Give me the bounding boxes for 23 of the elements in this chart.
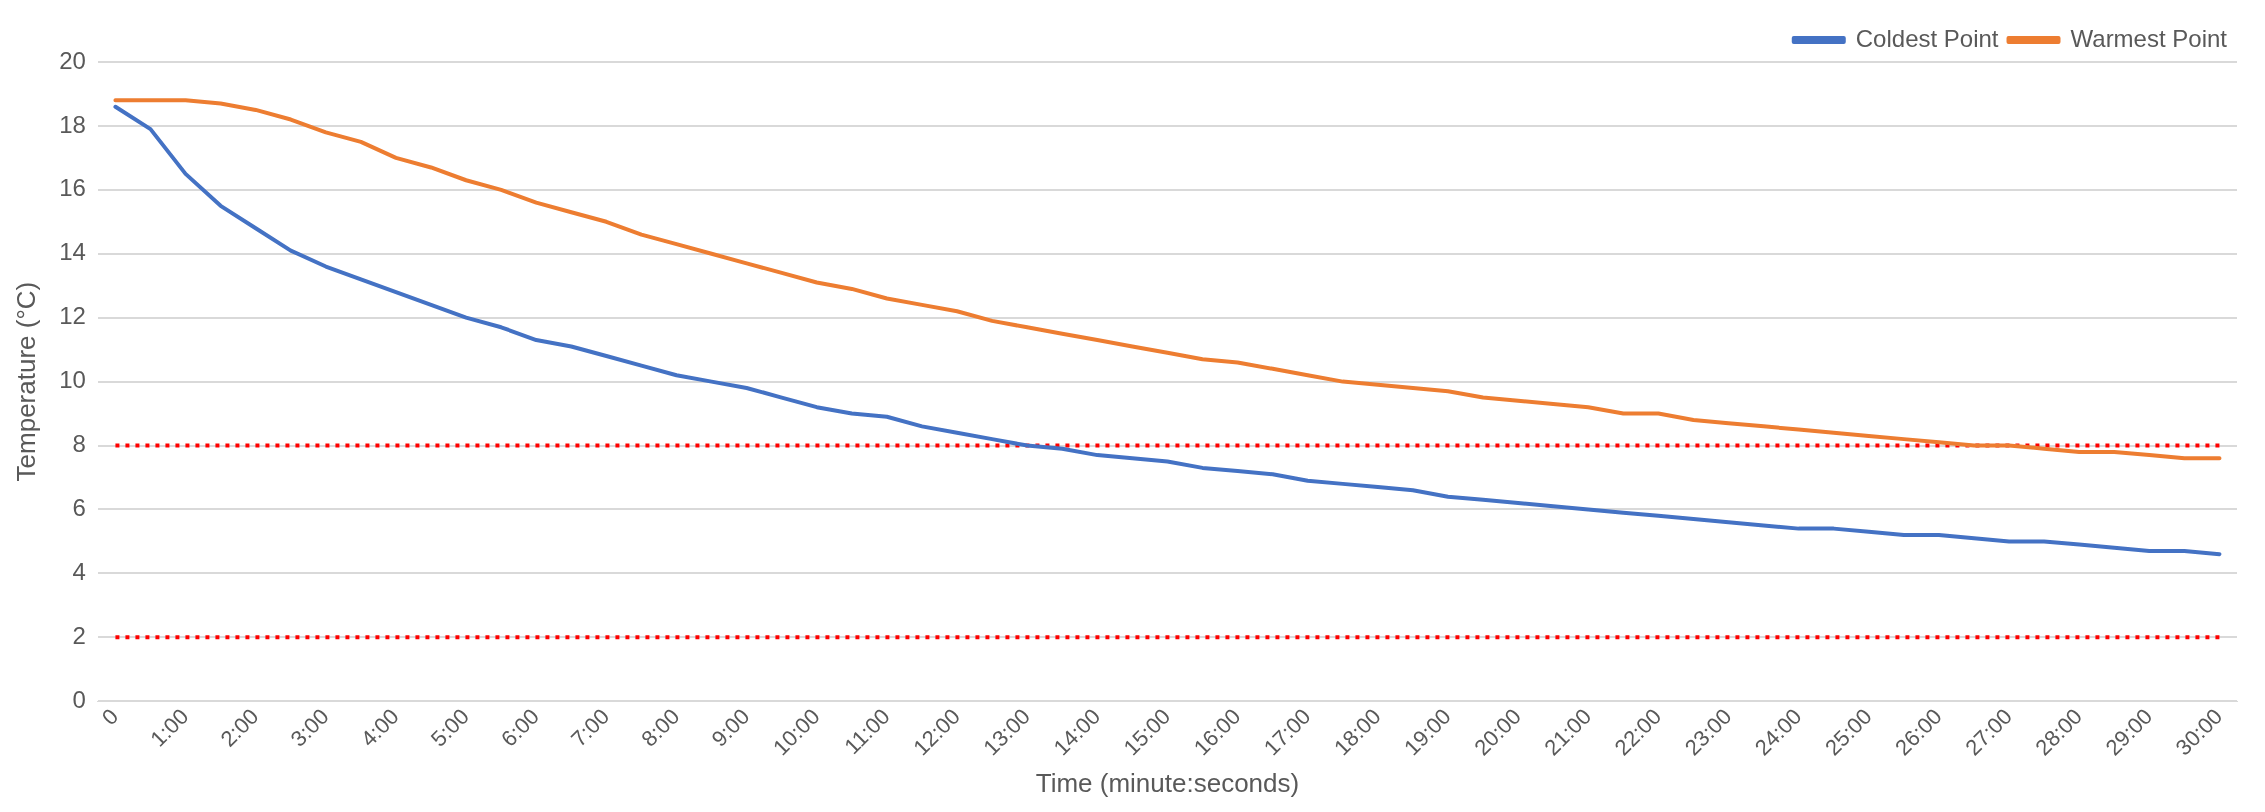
x-axis-title: Time (minute:seconds) — [1035, 767, 1300, 798]
legend-label: Coldest Point — [1855, 24, 1999, 52]
x-tick-label: 9:00 — [706, 703, 755, 752]
y-tick-label: 12 — [59, 302, 86, 330]
y-tick-label: 4 — [72, 557, 86, 585]
y-tick-label: 16 — [59, 174, 86, 202]
y-tick-label: 20 — [59, 46, 86, 74]
y-tick-label: 14 — [59, 238, 86, 266]
x-tick-label: 5:00 — [425, 703, 474, 752]
y-tick-label: 6 — [72, 494, 86, 522]
y-tick-label: 2 — [72, 621, 86, 649]
y-tick-label: 8 — [72, 430, 86, 458]
legend-label: Warmest Point — [2070, 24, 2228, 52]
x-tick-label: 7:00 — [566, 703, 615, 752]
y-tick-label: 0 — [72, 685, 86, 713]
y-tick-label: 10 — [59, 366, 86, 394]
y-axis-title: Temperature (°C) — [10, 281, 41, 482]
y-tick-label: 18 — [59, 110, 86, 138]
x-tick-label: 8:00 — [636, 703, 685, 752]
x-tick-label: 0 — [96, 703, 124, 731]
x-tick-label: 3:00 — [285, 703, 334, 752]
x-tick-label: 4:00 — [355, 703, 404, 752]
x-tick-label: 6:00 — [496, 703, 545, 752]
